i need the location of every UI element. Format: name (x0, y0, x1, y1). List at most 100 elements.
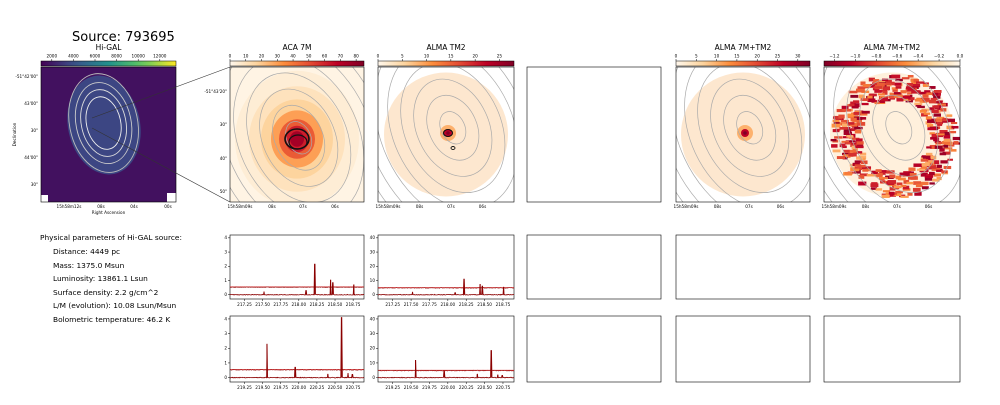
y-tick-label: 30" (31, 128, 38, 133)
y-tick-label: 0 (372, 292, 375, 297)
colorbar-tick-label: 10 (243, 54, 249, 59)
empty-panel (527, 67, 661, 202)
x-tick-label: 220.25 (459, 385, 474, 390)
colorbar-tick-label: 70 (338, 54, 344, 59)
noise-patch (953, 141, 958, 144)
y-tick-label: 1 (224, 278, 227, 283)
noise-patch (937, 165, 942, 168)
panel-title: ACA 7M (283, 43, 312, 52)
noise-patch (862, 103, 869, 105)
higal-image (41, 67, 176, 202)
noise-patch (930, 137, 936, 140)
aca7m-colorbar: 0 10 20 30 40 50 60 70 80ACA 7M (229, 43, 364, 66)
noise-patch (882, 195, 890, 198)
spectrum-frame (378, 316, 514, 382)
noise-patch (879, 177, 888, 179)
x-tick-label: 218.75 (496, 302, 511, 307)
x-axis-label: Right Ascension (92, 210, 126, 215)
colorbar-bar (378, 61, 514, 66)
noise-patch (926, 146, 931, 148)
x-tick-label: 08s (416, 204, 424, 209)
y-tick-label: 30" (220, 122, 227, 127)
x-tick-label: 15h58m09s (376, 204, 401, 209)
y-tick-label: 4 (224, 316, 227, 321)
noise-patch (921, 182, 929, 185)
colorbar-tick-label: 2000 (46, 54, 57, 59)
noise-patch (842, 123, 847, 127)
noise-patch (929, 100, 936, 104)
higal-edge-mask (167, 193, 176, 202)
x-tick-label: 08s (268, 204, 276, 209)
y-tick-label: -51°43'20" (204, 89, 227, 94)
noise-patch (887, 180, 896, 184)
noise-patch (935, 146, 943, 149)
x-tick-label: 218.25 (310, 302, 325, 307)
noise-patch (838, 115, 844, 119)
noise-patch (854, 169, 859, 172)
x-tick-label: 218.00 (291, 302, 306, 307)
noise-patch (934, 90, 942, 93)
alma7mtm2_neg-colorbar: −1.2 −1.0 −0.8 −0.6 −0.4 −0.2 0.0 ALMA 7M+TM2 (824, 43, 964, 66)
noise-patch (940, 160, 947, 163)
noise-patch (877, 83, 885, 87)
panel-title: ALMA 7M+TM2 (715, 43, 772, 52)
noise-patch (917, 169, 926, 171)
spectrum-frame (230, 235, 364, 299)
panel-title: ALMA TM2 (426, 43, 465, 52)
noise-patch (848, 153, 856, 156)
noise-patch (920, 110, 926, 113)
x-tick-label: 218.00 (441, 302, 456, 307)
panel-title: Hi-GAL (96, 43, 123, 52)
y-tick-label: 3 (224, 249, 227, 254)
colorbar-bar (676, 61, 810, 66)
colorbar-tick-label: 0 (675, 54, 678, 59)
x-tick-label: 220.00 (291, 385, 306, 390)
noise-patch (915, 99, 922, 102)
noise-patch (837, 156, 845, 159)
noise-patch (889, 174, 895, 178)
x-tick-label: 220.25 (310, 385, 325, 390)
y-tick-label: 50" (220, 189, 227, 194)
noise-patch (951, 122, 957, 124)
x-tick-label: 08s (97, 204, 105, 209)
aca7m-intensity-level (290, 131, 304, 146)
noise-patch (900, 90, 906, 93)
colorbar-tick-label: 0 (377, 54, 380, 59)
x-tick-label: 15h58m09s (228, 204, 253, 209)
noise-patch (884, 83, 891, 86)
higal-edge-mask (41, 195, 48, 202)
noise-patch (841, 120, 849, 122)
x-tick-label: 217.50 (404, 302, 419, 307)
colorbar-bar (230, 61, 364, 66)
noise-patch (855, 145, 863, 148)
noise-patch (876, 169, 882, 172)
noise-patch (921, 159, 929, 162)
y-tick-label: 3 (224, 331, 227, 336)
noise-patch (833, 120, 840, 122)
colorbar-tick-label: 20 (472, 54, 478, 59)
higal-colorbar: 2000 4000 6000 8000 10000 12000 Hi-GAL (41, 43, 176, 66)
noise-patch (925, 176, 933, 178)
x-tick-label: 06s (479, 204, 487, 209)
x-tick-label: 00s (164, 204, 172, 209)
alma7mtm2-colorbar: 0 5 10 15 20 25 30ALMA 7M+TM2 (675, 43, 810, 66)
colorbar-tick-label: 20 (755, 54, 761, 59)
colorbar-tick-label: 20 (259, 54, 265, 59)
noise-patch (874, 90, 882, 93)
noise-patch (913, 163, 922, 166)
noise-patch (867, 98, 875, 102)
empty-panel (824, 235, 960, 299)
empty-panel (676, 316, 810, 382)
spectrum-frame (230, 316, 364, 382)
noise-patch (908, 168, 915, 171)
noise-patch (934, 119, 942, 122)
noise-patch (855, 164, 862, 167)
panel-title: ALMA 7M+TM2 (864, 43, 921, 52)
spec_aca_top-panel: 0 1 2 3 4 217.25 217.50 217.75 218.00 218.25 218.5… (224, 235, 364, 307)
spectrum-frame (378, 235, 514, 299)
higal-panel: 15h58m12s 08s 04s 00s-51°42'00"43'00"30"44'… (12, 67, 230, 215)
noise-patch (929, 182, 934, 184)
y-tick-label: 20 (370, 264, 376, 269)
x-tick-label: 04s (130, 204, 138, 209)
x-tick-label: 219.75 (422, 385, 437, 390)
